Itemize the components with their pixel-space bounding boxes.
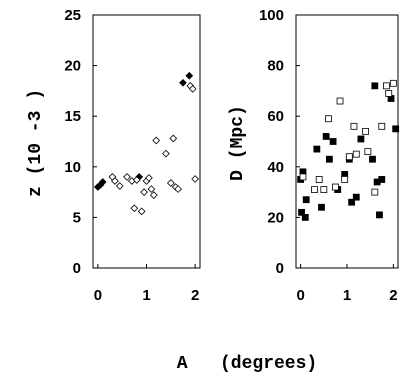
y-axis-label-distance: D (Mpc) (228, 105, 248, 181)
open-diamond-point (188, 85, 197, 93)
open-square-point (315, 176, 323, 183)
open-diamond-point (149, 191, 158, 200)
open-diamond-point (115, 182, 124, 190)
open-square-point (336, 97, 344, 105)
x-tick-label: 0 (94, 287, 102, 304)
redshift-panel: 0 5 10 15 20 25 0 1 2 (64, 7, 201, 304)
filled-square-point (318, 203, 325, 211)
y-tick-label: 80 (267, 58, 284, 75)
filled-square-point (357, 135, 365, 143)
y-tick-label: 25 (64, 7, 81, 24)
y-tick-label: 100 (259, 7, 284, 24)
x-tick-label: 1 (142, 287, 150, 304)
open-square-point (389, 79, 397, 87)
filled-square-point (301, 213, 309, 221)
filled-square-point (302, 196, 310, 204)
filled-square-point (348, 198, 356, 206)
open-square-point (311, 186, 318, 193)
open-diamond-point (162, 149, 170, 158)
filled-square-point (376, 211, 383, 219)
y-tick-label: 5 (73, 209, 81, 226)
plot-frame (295, 14, 399, 269)
open-diamond-point (152, 136, 161, 145)
x-tick-label: 2 (191, 287, 199, 304)
open-diamond-point (147, 185, 156, 193)
open-square-point (371, 188, 379, 196)
open-diamond-point (123, 173, 131, 181)
x-tick-label: 2 (389, 287, 397, 304)
y-axis-label-z: z (10 -3 ) (26, 89, 46, 197)
filled-diamond-point (179, 78, 187, 87)
open-square-point (345, 153, 353, 161)
open-square-point (362, 127, 369, 135)
open-diamond-point (137, 207, 146, 216)
open-square-point (350, 122, 358, 130)
open-square-point (325, 115, 332, 123)
y-tick-label: 15 (64, 108, 81, 125)
open-square-point (352, 150, 360, 158)
open-diamond-point (140, 188, 148, 196)
open-square-point (320, 186, 328, 193)
open-square-point (383, 82, 390, 90)
x-tick-label: 1 (343, 287, 351, 304)
filled-square-point (352, 193, 360, 201)
open-square-point (332, 183, 339, 191)
open-square-point (341, 176, 349, 183)
y-tick-label: 0 (73, 260, 81, 277)
y-tick-label: 20 (267, 209, 284, 226)
open-square-point (385, 90, 393, 97)
filled-square-point (369, 155, 376, 163)
y-tick-label: 60 (267, 108, 284, 125)
open-diamond-point (166, 179, 175, 187)
open-diamond-point (132, 176, 141, 184)
open-diamond-point (111, 177, 119, 185)
filled-square-point (313, 145, 321, 153)
open-diamond-point (130, 204, 139, 213)
filled-square-point (325, 155, 333, 163)
y-tick-label: 20 (64, 58, 81, 75)
filled-square-point (322, 133, 330, 140)
x-axis-label: A (degrees) (177, 354, 317, 374)
distance-panel: 0 20 40 60 80 100 0 1 2 (259, 7, 400, 304)
open-diamond-point (174, 185, 182, 193)
filled-diamond-point (185, 71, 194, 80)
open-square-point (364, 148, 372, 156)
x-tick-label: 0 (296, 287, 304, 304)
open-square-point (299, 173, 307, 181)
filled-square-point (329, 138, 337, 145)
y-tick-label: 0 (276, 260, 284, 277)
open-square-point (378, 122, 386, 130)
open-diamond-point (145, 174, 153, 182)
filled-square-point (392, 125, 400, 133)
open-diamond-point (191, 175, 200, 183)
y-tick-label: 40 (267, 159, 284, 176)
plot-frame (92, 14, 201, 269)
filled-square-point (371, 82, 379, 90)
filled-diamond-point (98, 178, 107, 186)
filled-square-point (378, 176, 386, 183)
open-diamond-point (169, 134, 178, 143)
filled-square-point (298, 208, 305, 216)
y-tick-label: 10 (64, 159, 81, 176)
